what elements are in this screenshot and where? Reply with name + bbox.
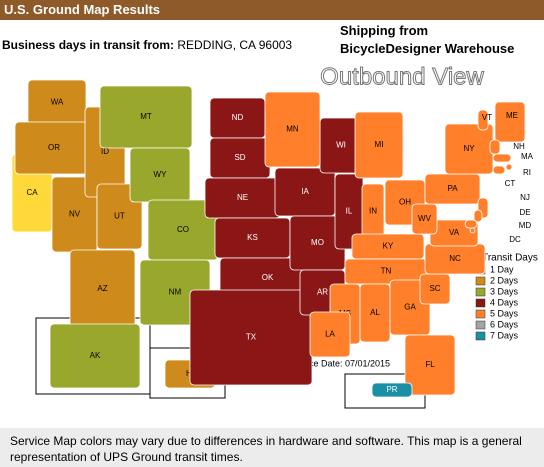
legend-label: 3 Days	[490, 286, 519, 296]
state-label: VA	[449, 228, 460, 237]
state-label: MD	[519, 221, 532, 230]
state-label: AK	[90, 351, 101, 360]
shipper-line: BicycleDesigner Warehouse	[340, 41, 515, 56]
state	[494, 101, 526, 143]
state-label: AL	[370, 308, 380, 317]
state-label: CT	[505, 179, 516, 188]
origin: REDDING, CA 96003	[177, 38, 293, 52]
shipper: Shipping from BicycleDesigner Warehouse	[340, 22, 514, 58]
state-label: OH	[399, 198, 411, 207]
legend-label: 2 Days	[490, 275, 519, 285]
legend-label: 5 Days	[490, 308, 519, 318]
legend-label: 4 Days	[490, 297, 519, 307]
state	[489, 139, 501, 155]
state-label: SC	[429, 284, 440, 293]
state-label: WY	[154, 170, 168, 179]
footer-note: Service Map colors may vary due to diffe…	[0, 428, 544, 467]
state-label: ID	[101, 147, 109, 156]
state-label: ND	[232, 113, 244, 122]
shipper-line: Shipping from	[340, 23, 429, 38]
legend-swatch	[475, 298, 486, 308]
state-label: NH	[513, 142, 525, 151]
legend-label: 1 Day	[490, 264, 514, 274]
state	[411, 203, 438, 235]
state	[404, 334, 456, 396]
state-label: NM	[169, 288, 182, 297]
state-label: NY	[463, 144, 475, 153]
state-label: TX	[246, 333, 257, 342]
state-label: DC	[509, 235, 521, 244]
state	[477, 109, 489, 131]
state-label: ME	[506, 111, 518, 120]
state-label: MA	[521, 152, 534, 161]
legend-swatch	[475, 331, 486, 341]
state-label: VT	[482, 113, 492, 122]
state-label: RI	[523, 168, 531, 177]
state-label: LA	[325, 330, 335, 339]
state	[492, 165, 506, 175]
source-date: Source Date: 07/01/2015	[290, 358, 390, 368]
state-label: IA	[301, 187, 309, 196]
state	[464, 219, 478, 229]
state-label: MO	[311, 238, 324, 247]
header-title: U.S. Ground Map Results	[0, 0, 544, 20]
state-label: DE	[519, 208, 530, 217]
state-label: IN	[369, 207, 377, 216]
state-label: IL	[346, 207, 353, 216]
state	[371, 382, 413, 398]
state-label: AZ	[97, 284, 107, 293]
state-label: NV	[69, 210, 81, 219]
state-label: OR	[48, 143, 60, 152]
state-label: PA	[447, 184, 458, 193]
state-label: NE	[237, 193, 248, 202]
state	[49, 323, 141, 389]
state	[473, 209, 483, 223]
state-label: WA	[51, 98, 64, 107]
state-label: NJ	[520, 193, 530, 202]
state-label: CO	[177, 225, 189, 234]
state	[354, 111, 404, 179]
view-title: Outbound View	[320, 63, 484, 90]
state	[264, 91, 321, 168]
legend-swatch	[475, 320, 486, 330]
state-label: FL	[425, 360, 435, 369]
state-label: GA	[404, 303, 416, 312]
state-label: SD	[234, 153, 245, 162]
state-label: MI	[375, 140, 384, 149]
state	[469, 227, 476, 234]
state	[492, 153, 512, 163]
state-label: TN	[381, 267, 392, 276]
origin-line: Business days in transit from: REDDING, …	[2, 38, 292, 52]
state-label: OK	[262, 273, 274, 282]
state-label: CA	[26, 188, 38, 197]
state-label: MT	[140, 112, 152, 121]
legend-swatch	[475, 276, 486, 286]
legend-label: 7 Days	[490, 330, 519, 340]
state-label: PR	[386, 385, 397, 394]
state	[309, 311, 351, 358]
origin-label: Business days in transit from:	[2, 38, 175, 52]
legend-label: 6 Days	[490, 319, 519, 329]
state-label: NC	[449, 254, 461, 263]
state-label: WI	[336, 141, 346, 150]
legend-swatch	[475, 287, 486, 297]
state-label: AR	[317, 288, 328, 297]
state-label: UT	[114, 212, 125, 221]
state-label: MN	[286, 125, 299, 134]
state-label: KY	[383, 242, 394, 251]
state-label: WV	[418, 214, 432, 223]
legend-swatch	[475, 309, 486, 319]
state	[505, 163, 513, 171]
map: Outbound View Source Date: 07/01/2015 Tr…	[11, 63, 538, 409]
state-label: KS	[247, 233, 258, 242]
legend-title: Transit Days	[482, 253, 538, 264]
